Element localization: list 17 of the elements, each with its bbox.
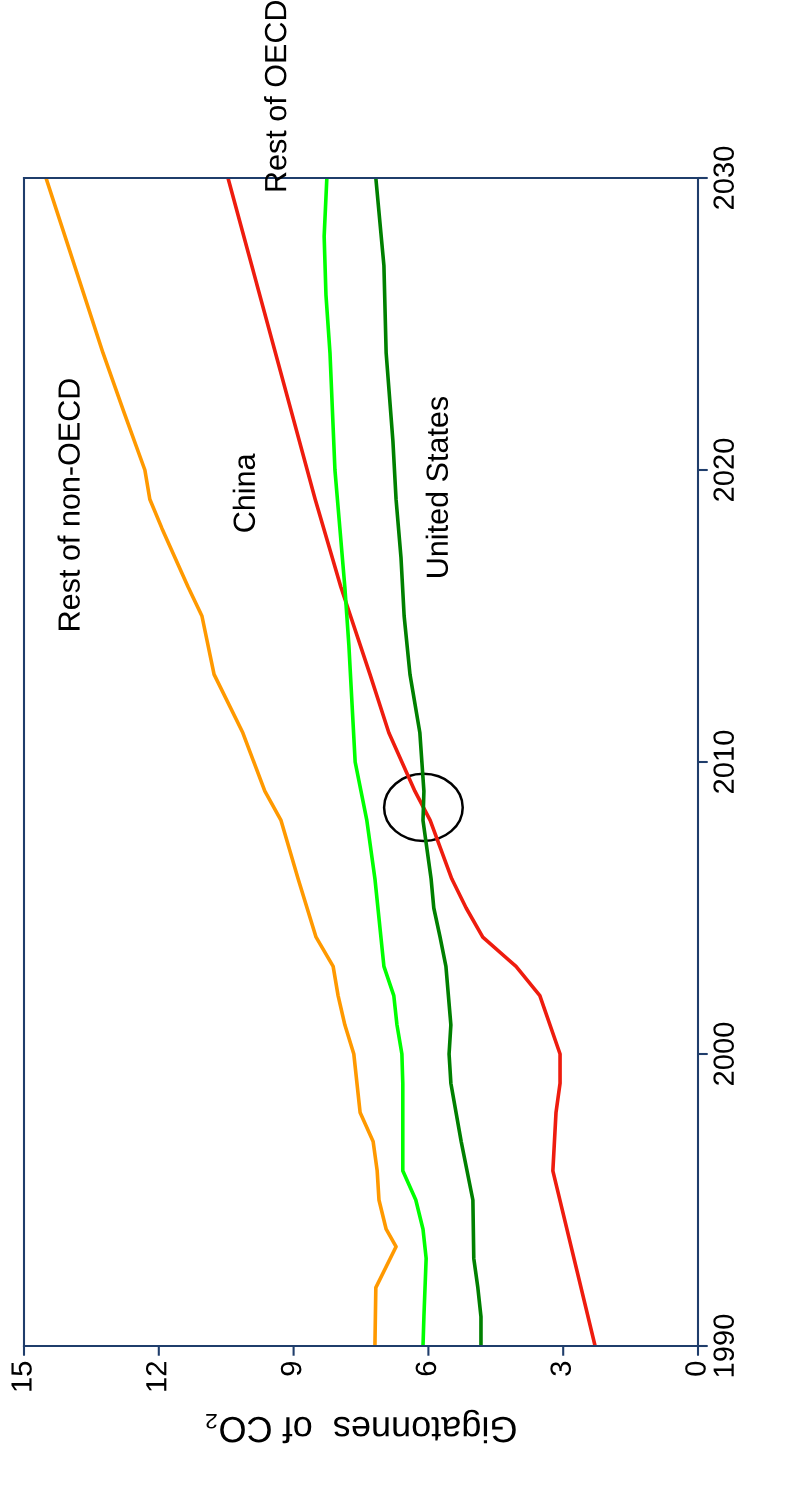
y-tick-label: 2010	[713, 730, 735, 793]
x-tick-label: 12	[145, 1362, 167, 1391]
text: United States	[425, 396, 449, 577]
y-tick-label: 2030	[713, 146, 735, 209]
x-tick-label: 0	[685, 1361, 706, 1376]
x-tick-label: 6	[415, 1361, 437, 1376]
x-tick-label: 3	[550, 1361, 572, 1376]
y-tick-label: 2020	[713, 438, 735, 501]
text: Rest of OECD	[264, 0, 287, 191]
line-series	[374, 178, 483, 1346]
y-tick-label: 1990	[713, 1314, 735, 1377]
text: Rest of non-OECD	[57, 379, 80, 630]
y-tick-label: 2000	[713, 1022, 735, 1085]
x-axis-title: Gigatonnes of CO₂	[206, 1409, 516, 1444]
text: China	[232, 453, 256, 532]
x-tick-label: 9	[280, 1361, 302, 1376]
x-tick-label: 15	[11, 1361, 32, 1391]
